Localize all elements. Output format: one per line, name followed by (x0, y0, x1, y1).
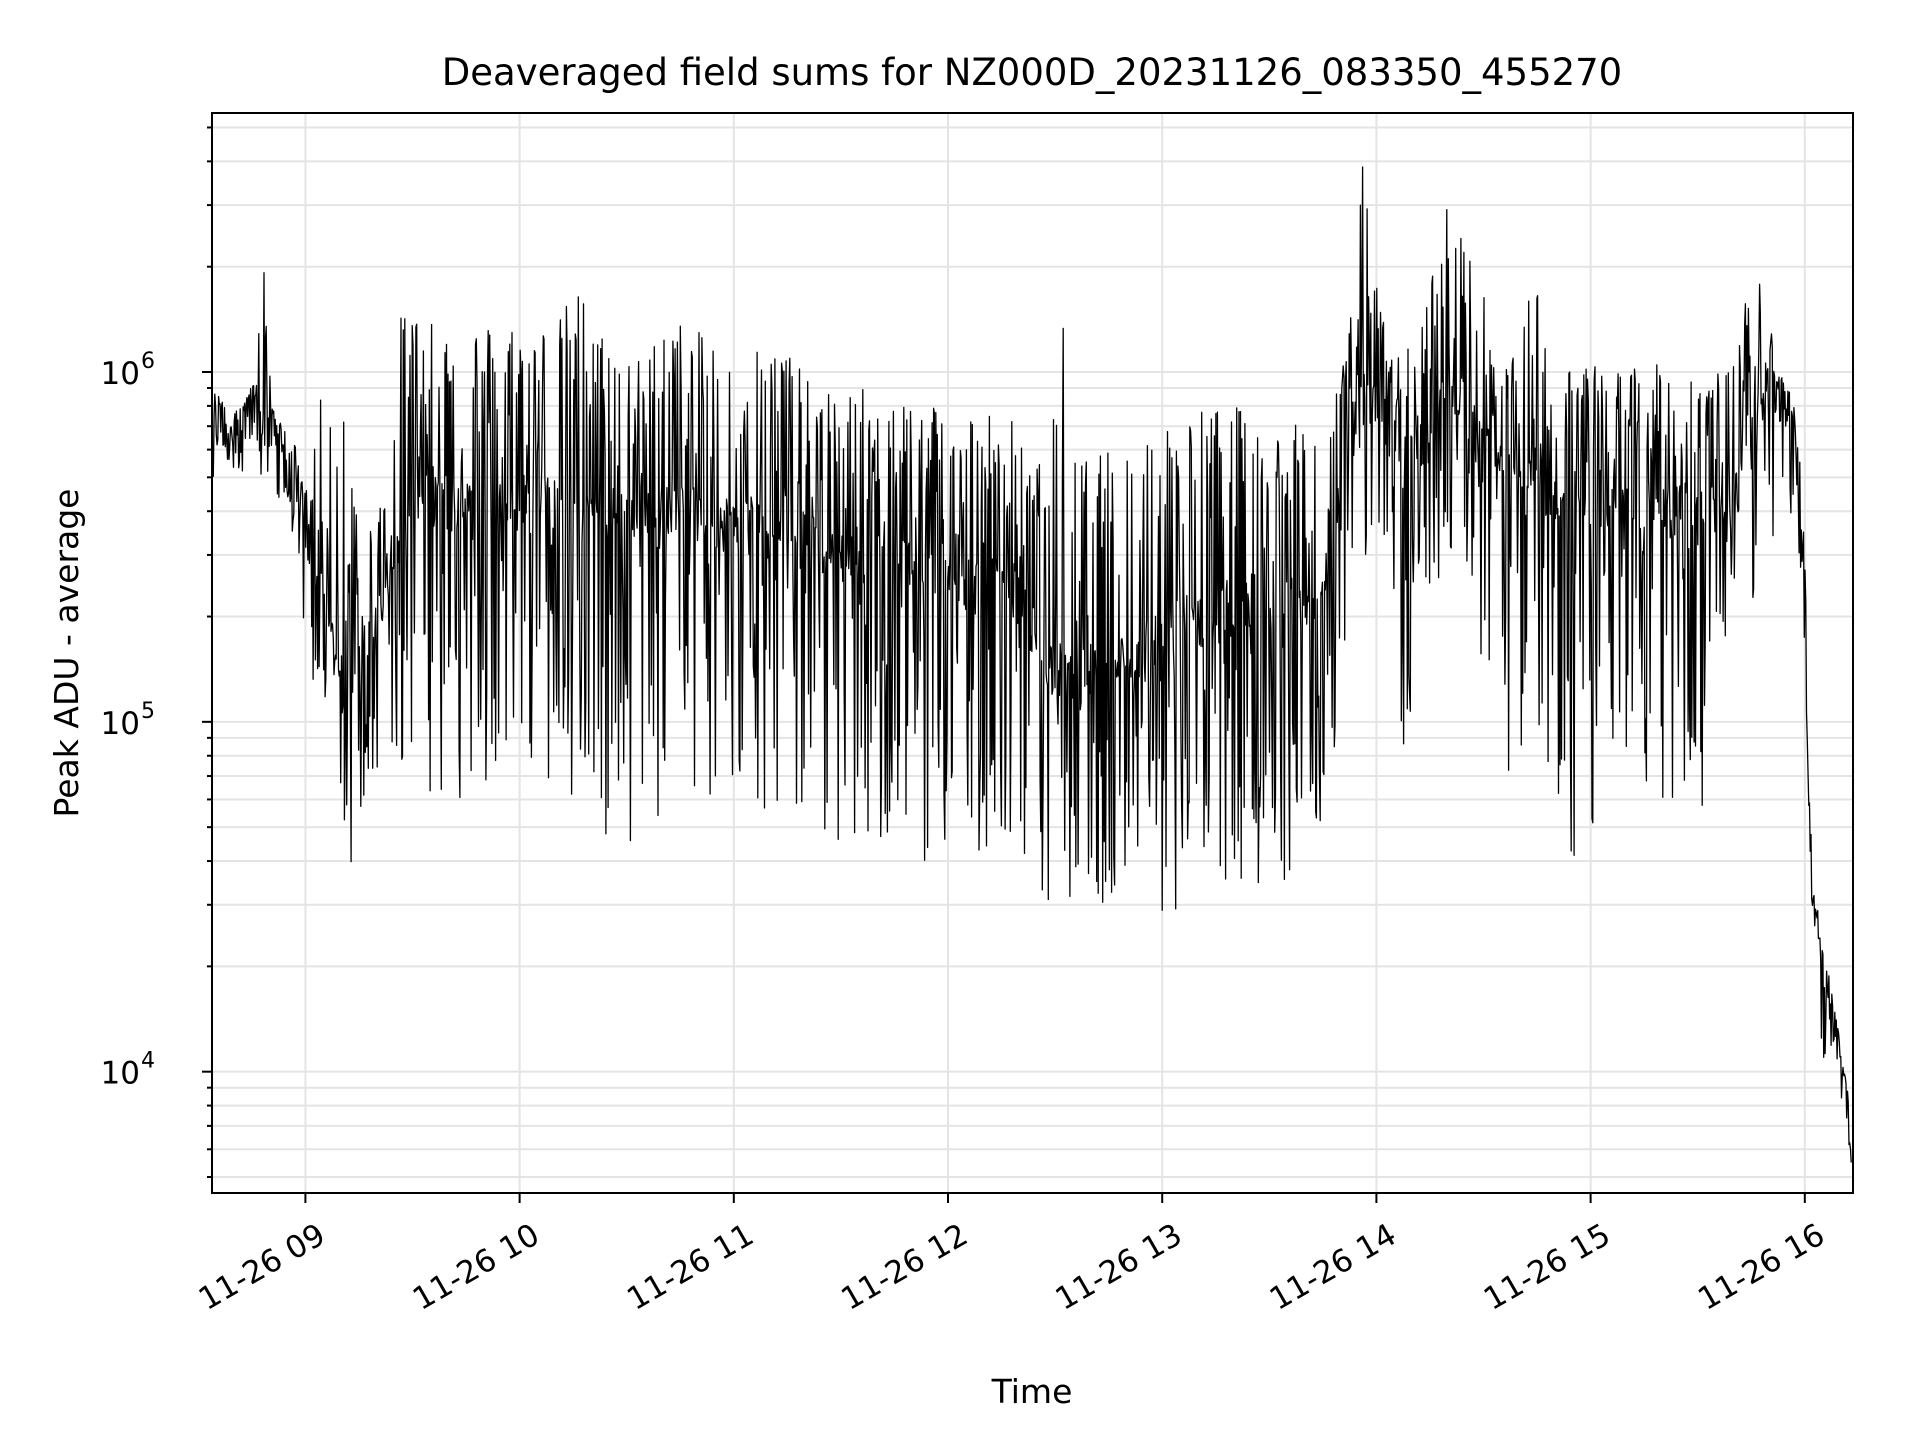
series-line (212, 166, 1852, 1163)
y-tick-label: 10 (101, 706, 140, 742)
y-tick-label: 10 (101, 356, 140, 392)
y-tick-label: 10 (101, 1056, 140, 1092)
y-tick-label-exponent: 5 (141, 699, 155, 724)
y-axis-label: Peak ADU - average (47, 489, 86, 818)
y-tick-label-exponent: 4 (141, 1049, 155, 1074)
grid-lines (212, 113, 1853, 1193)
x-axis-label: Time (991, 1372, 1073, 1411)
y-tick-label-exponent: 6 (141, 349, 155, 374)
series-layer (212, 166, 1852, 1163)
chart-title: Deaveraged field sums for NZ000D_2023112… (442, 51, 1622, 94)
plot-frame (211, 112, 1854, 1194)
